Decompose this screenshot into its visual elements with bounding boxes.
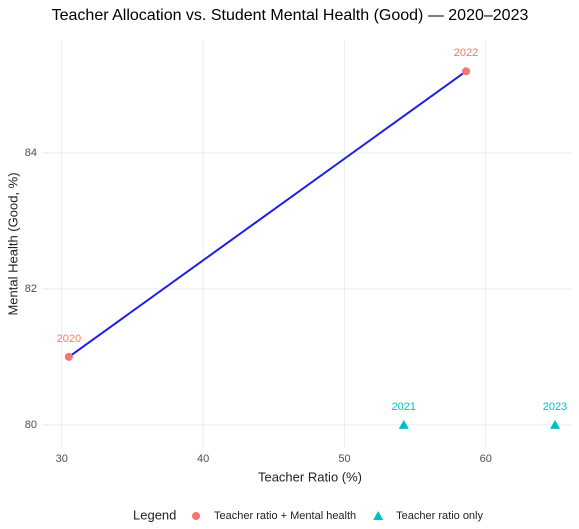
y-tick-label: 82	[25, 283, 37, 295]
trend-line	[68, 70, 467, 358]
chart-title: Teacher Allocation vs. Student Mental He…	[52, 7, 529, 24]
y-axis-title: Mental Health (Good, %)	[5, 172, 20, 315]
x-tick-label: 30	[56, 453, 68, 465]
legend-label: Teacher ratio only	[396, 510, 483, 522]
x-axis-title: Teacher Ratio (%)	[258, 469, 362, 484]
x-tick-label: 60	[480, 453, 492, 465]
triangle-marker	[398, 419, 409, 429]
point-label: 2020	[57, 333, 81, 345]
y-tick-label: 84	[25, 147, 37, 159]
triangle-marker	[373, 511, 384, 520]
y-tick-label: 80	[25, 419, 37, 431]
circle-marker	[192, 512, 200, 520]
circle-marker	[64, 352, 73, 361]
legend-title: Legend	[133, 507, 176, 522]
point-label: 2021	[392, 401, 416, 413]
circle-marker	[462, 67, 470, 76]
triangle-marker	[550, 419, 561, 429]
legend-label: Teacher ratio + Mental health	[214, 510, 356, 522]
x-tick-label: 50	[338, 453, 350, 465]
point-label: 2022	[454, 47, 478, 59]
x-tick-label: 40	[197, 453, 209, 465]
point-label: 2023	[543, 401, 567, 413]
